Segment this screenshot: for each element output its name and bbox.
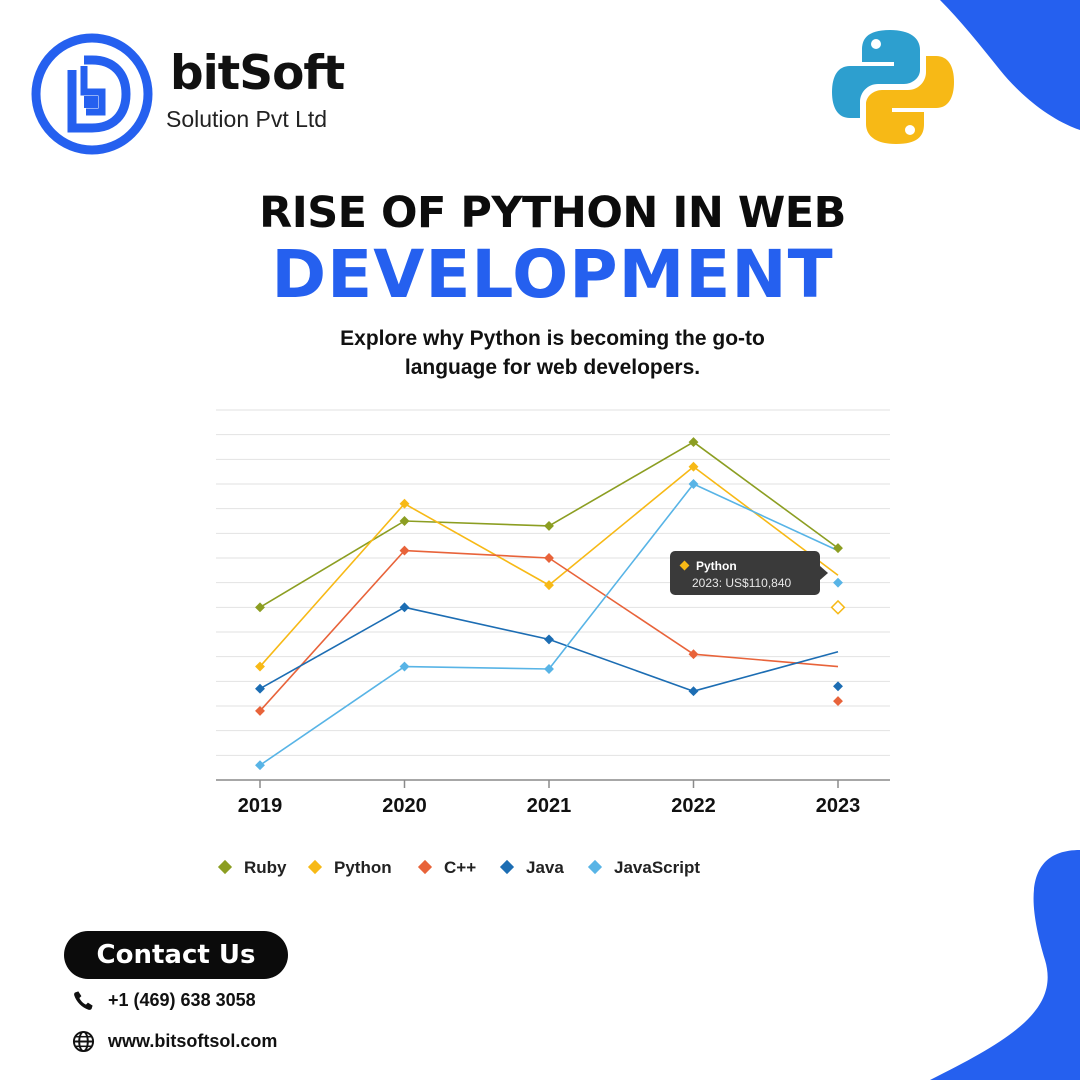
contact-phone-row[interactable]: +1 (469) 638 3058	[72, 989, 256, 1012]
legend-label: Ruby	[244, 858, 287, 877]
chart-legend: Ruby Python C++ Java JavaScript	[217, 858, 700, 877]
decorative-blob-bottom	[930, 850, 1080, 1080]
legend-swatch	[587, 859, 603, 875]
legend-swatch	[307, 859, 323, 875]
contact-website: www.bitsoftsol.com	[108, 1031, 278, 1051]
data-point	[688, 479, 699, 489]
data-point	[399, 516, 410, 526]
data-point	[544, 634, 554, 645]
legend-swatch	[217, 859, 233, 875]
page-subtitle: Explore why Python is becoming the go-to…	[340, 327, 765, 379]
data-point	[255, 683, 265, 694]
contact-website-row[interactable]: www.bitsoftsol.com	[72, 1030, 277, 1053]
data-point	[544, 664, 554, 674]
data-point	[688, 686, 699, 697]
tooltip-pointer	[820, 566, 828, 580]
x-tick-label: 2020	[382, 795, 427, 817]
legend-label: Python	[334, 858, 392, 877]
x-tick-label: 2022	[671, 795, 716, 817]
data-point	[544, 520, 554, 531]
chart-gridlines	[216, 409, 890, 756]
data-point	[399, 545, 410, 556]
legend-swatch	[417, 859, 433, 875]
contact-us-button[interactable]: Contact Us	[64, 931, 288, 979]
decorative-blob-top	[940, 0, 1080, 130]
contact-phone: +1 (469) 638 3058	[108, 990, 256, 1010]
x-tick-label: 2019	[238, 795, 283, 817]
tooltip-value: 2023: US$110,840	[692, 576, 792, 590]
data-point	[544, 553, 554, 563]
series-line-java	[259, 606, 839, 693]
data-point	[544, 580, 554, 591]
data-point	[399, 602, 410, 613]
brand-logo-mark	[31, 33, 153, 155]
chart-tooltip: Python 2023: US$110,840	[670, 551, 828, 595]
legend-item: Python	[307, 858, 392, 877]
data-point	[255, 661, 265, 672]
data-point	[255, 705, 265, 716]
data-point	[688, 461, 699, 472]
legend-item: C++	[417, 858, 476, 877]
data-point-highlighted	[830, 599, 846, 615]
tooltip-series: Python	[696, 559, 737, 573]
data-point	[688, 437, 699, 448]
page-title-line-1: RISE OF PYTHON IN WEB	[259, 188, 846, 238]
globe-icon	[72, 1030, 95, 1053]
legend-label: Java	[526, 858, 564, 877]
legend-swatch	[499, 859, 515, 875]
data-point	[399, 498, 410, 509]
legend-label: C++	[444, 858, 476, 877]
data-point	[255, 760, 265, 771]
legend-item: Java	[499, 858, 564, 877]
legend-item: JavaScript	[587, 858, 700, 877]
data-point	[833, 577, 843, 588]
x-tick-label: 2023	[816, 795, 861, 817]
brand-name: bitSoft	[170, 46, 345, 101]
legend-item: Ruby	[217, 858, 287, 877]
data-point	[833, 696, 843, 707]
phone-icon	[74, 991, 93, 1010]
data-point	[688, 649, 699, 660]
tooltip-box	[670, 551, 820, 595]
data-point	[833, 543, 843, 554]
brand-tagline: Solution Pvt Ltd	[166, 106, 328, 132]
page-title-line-2: DEVELOPMENT	[271, 236, 834, 313]
x-tick-label: 2021	[527, 795, 572, 817]
data-point	[399, 661, 410, 672]
data-point	[833, 681, 843, 692]
data-point	[255, 602, 265, 613]
legend-label: JavaScript	[614, 858, 700, 877]
python-logo-icon	[832, 30, 954, 144]
tooltip-swatch	[679, 560, 690, 571]
